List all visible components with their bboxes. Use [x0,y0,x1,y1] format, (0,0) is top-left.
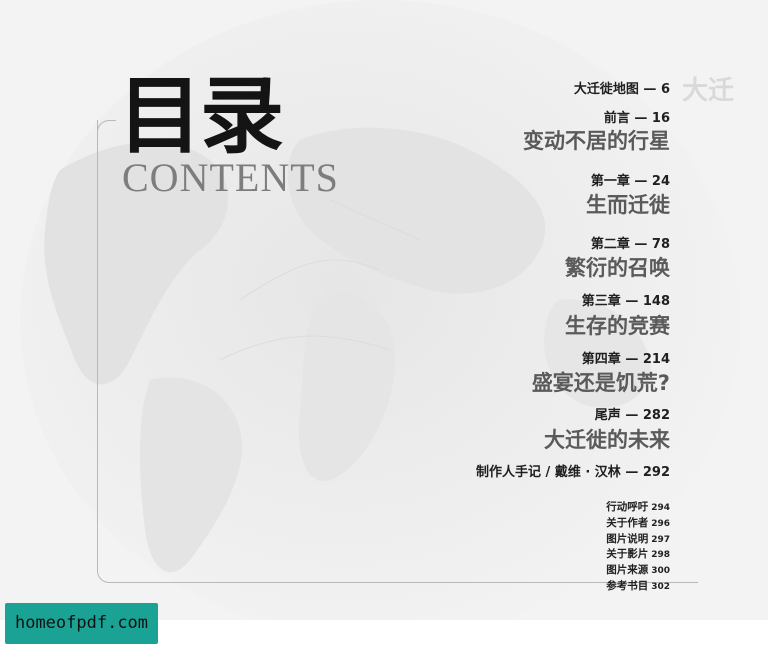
toc-entry-preface[interactable]: 前言 — 16 [603,111,670,126]
toc-entry-producer-note[interactable]: 制作人手记 / 戴维 · 汉林 — 292 [476,465,670,480]
watermark-text: homeofpdf.com [14,613,149,633]
ghost-text-bleed: 大迁 [682,76,735,106]
toc-title-epilogue[interactable]: 大迁徙的未来 [544,428,670,452]
page-subtitle: CONTENTS [122,155,339,200]
toc-entry-epilogue[interactable]: 尾声 — 282 [594,408,670,423]
world-map-background [20,0,740,620]
toc-entry-chapter-1[interactable]: 第一章 — 24 [590,174,670,189]
appendix-item[interactable]: 图片说明 297 [606,532,670,545]
toc-title-chapter-4[interactable]: 盛宴还是饥荒? [531,371,670,395]
watermark-badge: homeofpdf.com [5,603,158,644]
toc-title-chapter-2[interactable]: 繁衍的召唤 [565,256,670,280]
toc-frame-corner [97,120,116,135]
appendix-item[interactable]: 图片来源 300 [606,564,670,577]
book-page: 大迁 目录 CONTENTS 大迁徙地图 — 6 前言 — 16 变动不居的行星… [0,0,768,620]
toc-title-chapter-1[interactable]: 生而迁徙 [586,193,670,217]
toc-entry-map[interactable]: 大迁徙地图 — 6 [573,82,670,97]
toc-entry-chapter-3[interactable]: 第三章 — 148 [581,294,670,309]
appendix-item[interactable]: 行动呼吁 294 [606,501,670,513]
toc-title-preface[interactable]: 变动不居的行星 [523,129,670,153]
appendix-list: 行动呼吁 294 关于作者 296 图片说明 297 关于影片 298 图片来源 300 … [606,500,670,595]
appendix-item[interactable]: 参考书目 302 [606,579,670,592]
toc-title-chapter-3[interactable]: 生存的竞赛 [565,314,670,338]
toc-entry-chapter-4[interactable]: 第四章 — 214 [581,352,670,367]
page-title: 目录 [118,67,284,165]
appendix-item[interactable]: 关于作者 296 [606,516,670,529]
toc-frame-line [97,120,698,583]
toc-entry-chapter-2[interactable]: 第二章 — 78 [590,237,670,252]
appendix-item[interactable]: 关于影片 298 [606,548,670,561]
